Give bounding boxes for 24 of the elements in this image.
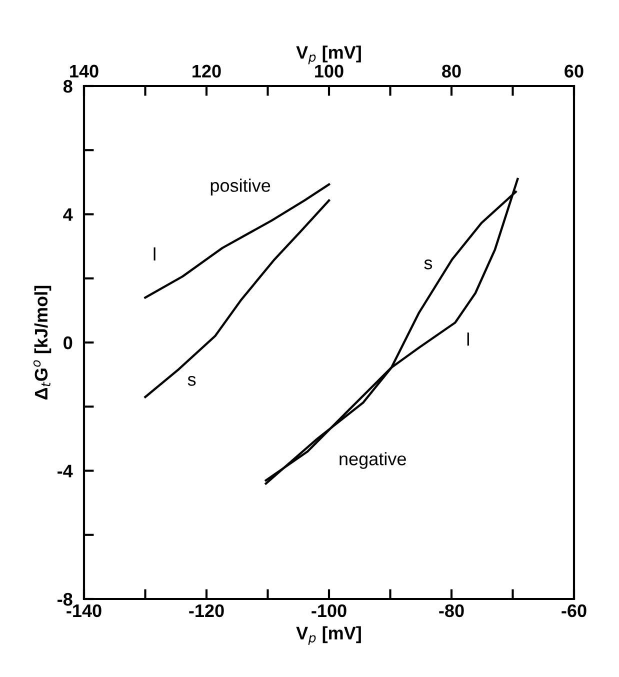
series-label: s — [424, 260, 432, 270]
x2-tick-label: 140 — [70, 64, 98, 78]
x2-axis-title: V$_{p}$ [mV] — [296, 46, 361, 64]
x2-tick-label: 100 — [315, 64, 344, 78]
x2-tick-label: 80 — [442, 64, 461, 78]
x-axis-title: V$_{p}$ [mV] — [296, 626, 361, 645]
annotation: positive — [210, 178, 270, 196]
x-tick-label: -60 — [562, 604, 586, 618]
y-axis-title: Δ$_{t}$G$^{o}$ [kJ/mol] — [33, 286, 52, 400]
annotation: negative — [340, 452, 406, 469]
x-tick-label: -80 — [439, 604, 464, 618]
series-label: l — [154, 247, 156, 260]
y-tick-label: -4 — [58, 464, 73, 478]
x-tick-label: -120 — [189, 604, 224, 618]
series-label: s — [188, 376, 196, 386]
x-tick-label: -100 — [312, 604, 346, 618]
x2-tick-label: 60 — [564, 64, 584, 78]
y-tick-label: 0 — [64, 336, 72, 350]
x2-tick-label: 120 — [192, 64, 221, 78]
series-label: l — [467, 332, 469, 346]
x-tick-label: -140 — [66, 604, 102, 618]
y-tick-label: 4 — [63, 208, 73, 221]
y-tick-label: 8 — [63, 80, 72, 93]
y-tick-label: -8 — [58, 592, 72, 606]
